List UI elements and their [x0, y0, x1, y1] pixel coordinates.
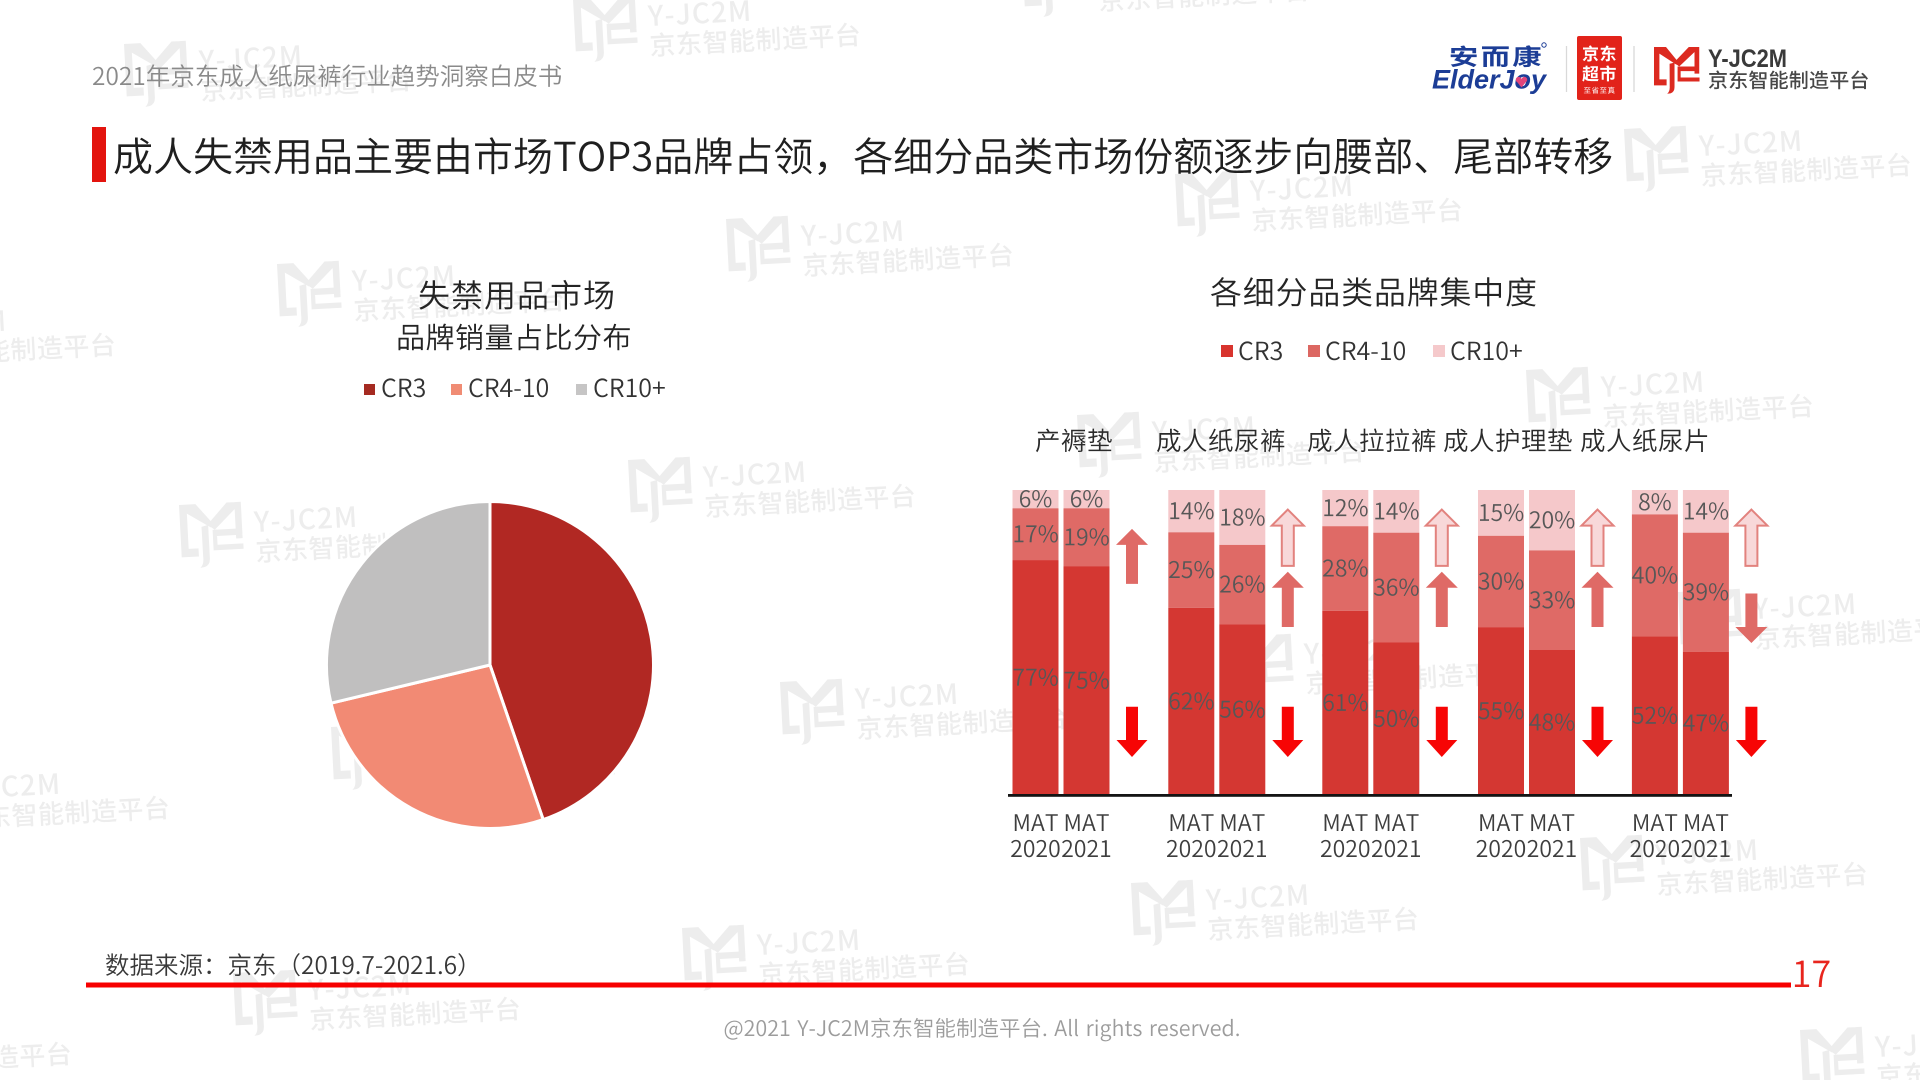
svg-text:Y-JC2M: Y-JC2M [1708, 45, 1787, 73]
svg-text:ElderJoy: ElderJoy [1432, 65, 1548, 95]
